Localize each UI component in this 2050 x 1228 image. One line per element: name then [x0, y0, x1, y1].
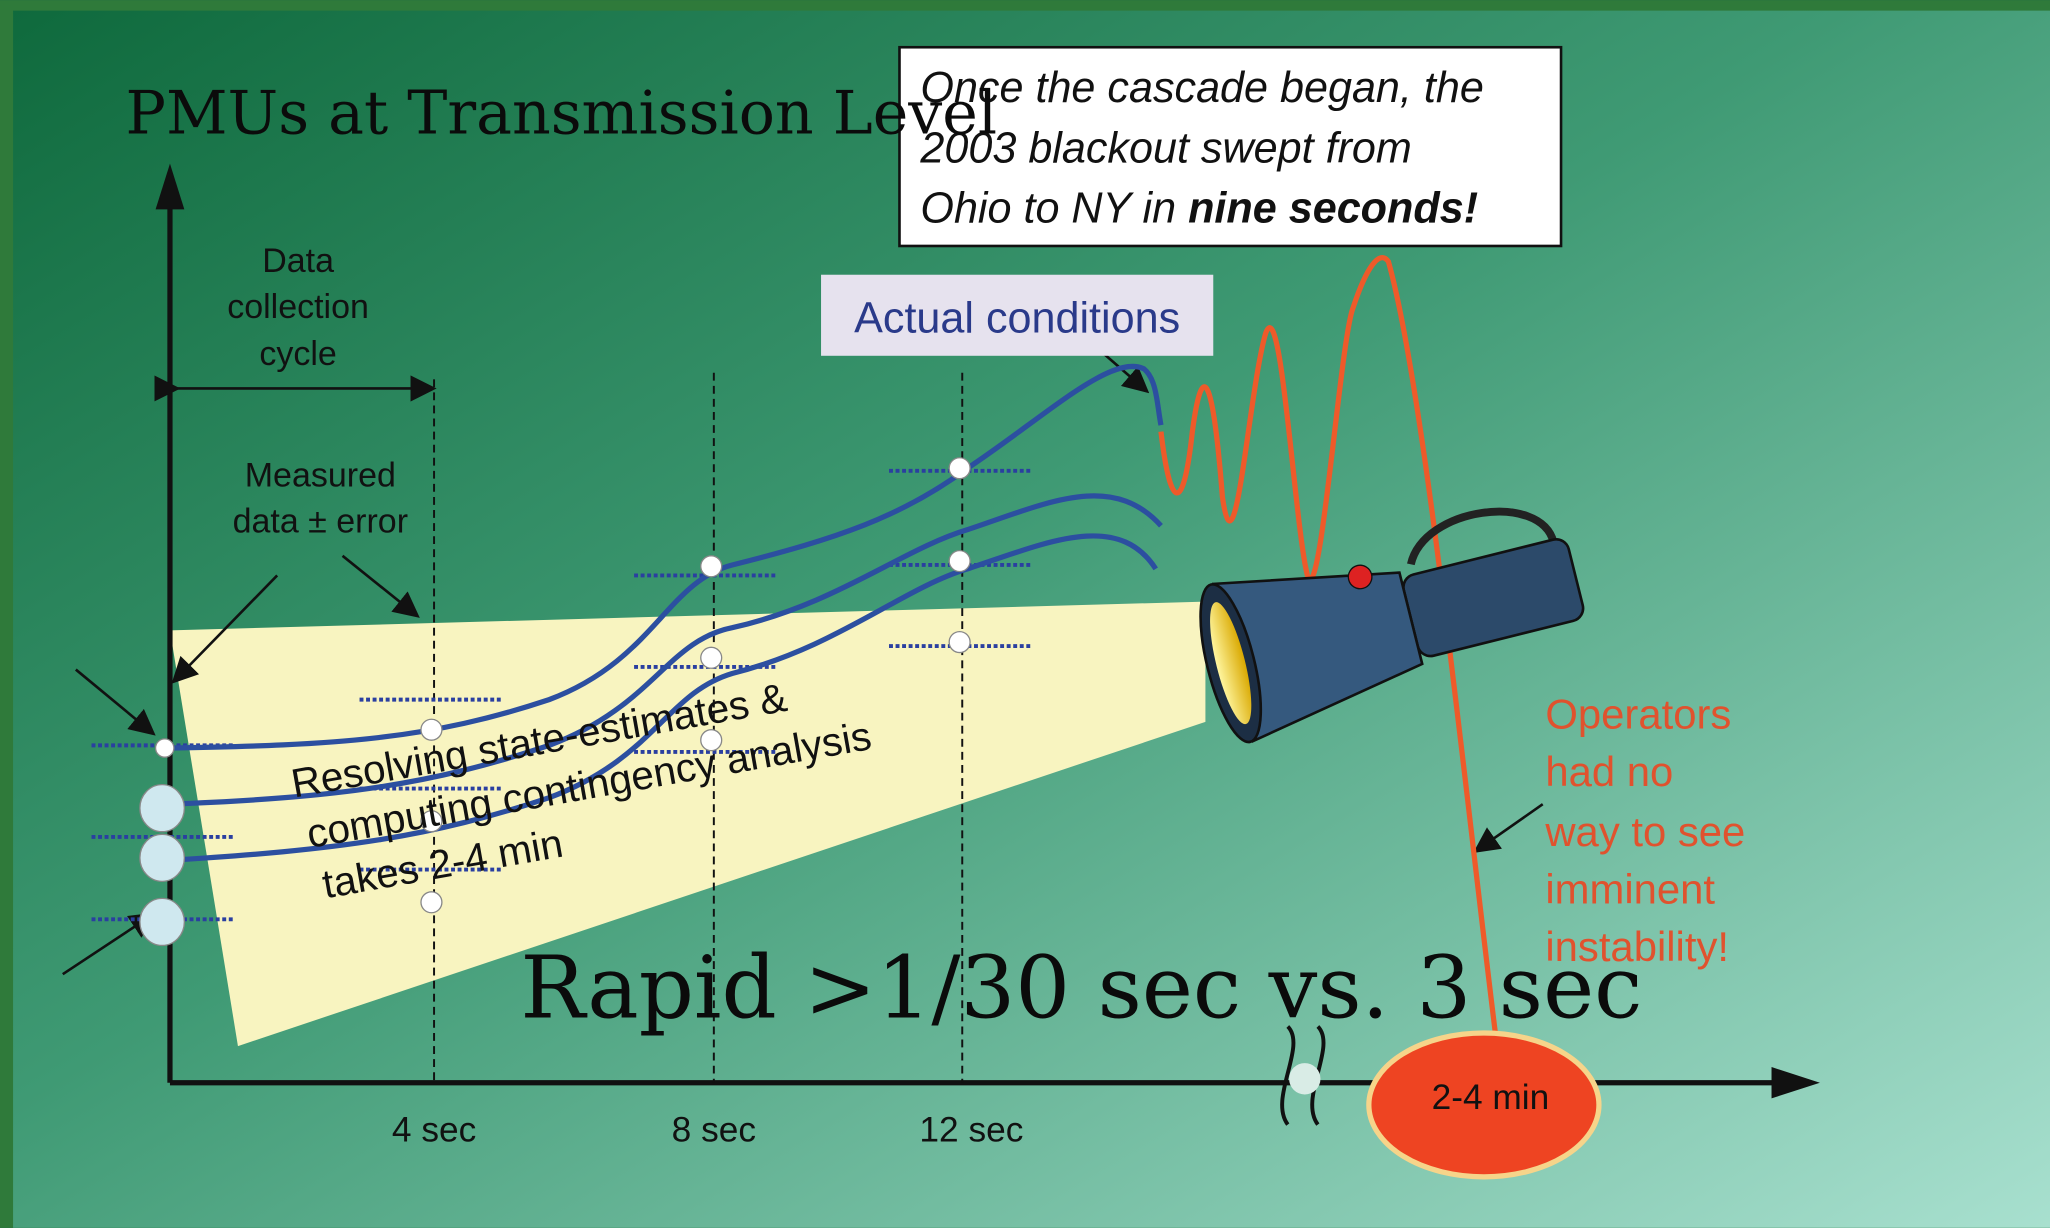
data-point: [701, 647, 722, 668]
time-label: 2-4 min: [1432, 1078, 1550, 1117]
data-point: [701, 556, 722, 577]
cycle-label: Data: [262, 242, 334, 280]
slide: Once the cascade began, the 2003 blackou…: [0, 0, 2050, 1228]
warning-line: had no: [1545, 748, 1673, 795]
data-point: [140, 785, 184, 832]
warning-line: way to see: [1544, 808, 1745, 855]
cycle-label: cycle: [259, 335, 336, 373]
measured-label: Measured: [245, 457, 396, 495]
slide-body: { "header": {"title": "PMUs at Transmiss…: [0, 0, 2050, 1228]
page: PMUs at Transmission Level html, body { …: [0, 0, 2050, 1228]
callout-emphasis: nine seconds!: [1188, 184, 1478, 232]
data-point: [156, 739, 174, 757]
time-label: 8 sec: [672, 1111, 756, 1150]
data-point: [421, 892, 442, 913]
warning-line: Operators: [1545, 690, 1731, 737]
slide-caption: Rapid >1/30 sec vs. 3 sec: [520, 938, 1642, 1038]
break-dot: [1289, 1063, 1320, 1094]
data-point: [140, 834, 184, 881]
measured-label: data ± error: [233, 502, 408, 540]
callout-line: Once the cascade began, the: [920, 64, 1483, 112]
time-label: 12 sec: [919, 1111, 1023, 1150]
callout-line: Ohio to NY in: [920, 184, 1188, 232]
data-point: [140, 898, 184, 945]
warning-text: Operators had no way to see imminent ins…: [1544, 690, 1745, 970]
data-point: [949, 632, 970, 653]
data-point: [949, 458, 970, 479]
slide-title: PMUs at Transmission Level: [126, 79, 998, 149]
time-label: 4 sec: [392, 1111, 476, 1150]
data-point: [949, 551, 970, 572]
actual-label: Actual conditions: [854, 294, 1180, 342]
cycle-label: collection: [227, 288, 369, 326]
callout-line: Ohio to NY in nine seconds!: [920, 184, 1478, 232]
warning-line: imminent: [1545, 866, 1715, 913]
callout-text: Once the cascade began, the 2003 blackou…: [919, 64, 1483, 232]
